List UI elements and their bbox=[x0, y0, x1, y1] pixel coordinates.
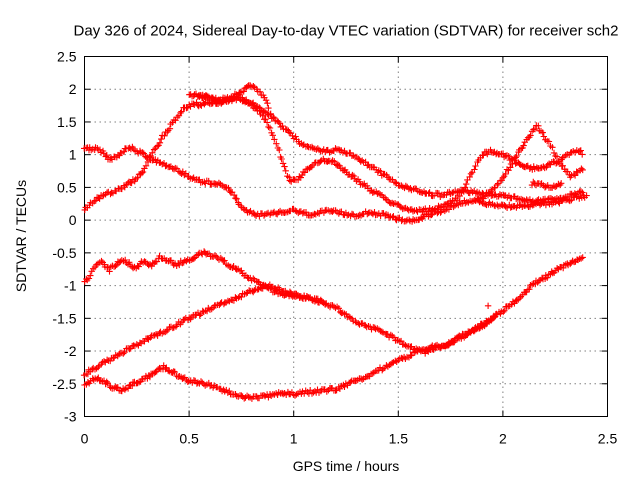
data-series-trace-9 bbox=[484, 302, 492, 309]
x-tick-label: 0 bbox=[81, 431, 89, 447]
x-tick-label: 1.5 bbox=[389, 431, 409, 447]
y-tick-label: 2 bbox=[69, 81, 77, 97]
y-tick-label: -0.5 bbox=[52, 245, 76, 261]
y-tick-label: 2.5 bbox=[57, 49, 77, 65]
x-tick-label: 2 bbox=[499, 431, 507, 447]
data-series-trace-5 bbox=[528, 178, 565, 191]
data-series-trace-8 bbox=[81, 310, 500, 402]
y-tick-label: -3 bbox=[64, 409, 77, 425]
data-series-trace-10 bbox=[80, 281, 329, 379]
data-series-trace-1 bbox=[81, 122, 586, 225]
y-tick-label: -1 bbox=[64, 278, 77, 294]
x-tick-label: 0.5 bbox=[179, 431, 199, 447]
data-series-trace-3 bbox=[186, 90, 586, 215]
plot-border bbox=[84, 56, 608, 417]
x-tick-label: 1 bbox=[290, 431, 298, 447]
x-axis-label: GPS time / hours bbox=[292, 458, 400, 474]
y-tick-label: 1 bbox=[69, 147, 77, 163]
y-tick-label: 0.5 bbox=[57, 179, 77, 195]
y-tick-label: -2 bbox=[64, 343, 77, 359]
data-series-trace-6 bbox=[475, 192, 590, 211]
data-series-trace-4 bbox=[196, 82, 274, 117]
y-tick-label: -2.5 bbox=[52, 376, 76, 392]
data-series-trace-7 bbox=[81, 248, 586, 357]
x-tick-label: 2.5 bbox=[598, 431, 618, 447]
data-series-trace-2 bbox=[81, 93, 586, 214]
y-tick-label: -1.5 bbox=[52, 310, 76, 326]
chart-title: Day 326 of 2024, Sidereal Day-to-day VTE… bbox=[73, 22, 619, 40]
y-tick-label: 0 bbox=[69, 212, 77, 228]
y-tick-label: 1.5 bbox=[57, 114, 77, 130]
